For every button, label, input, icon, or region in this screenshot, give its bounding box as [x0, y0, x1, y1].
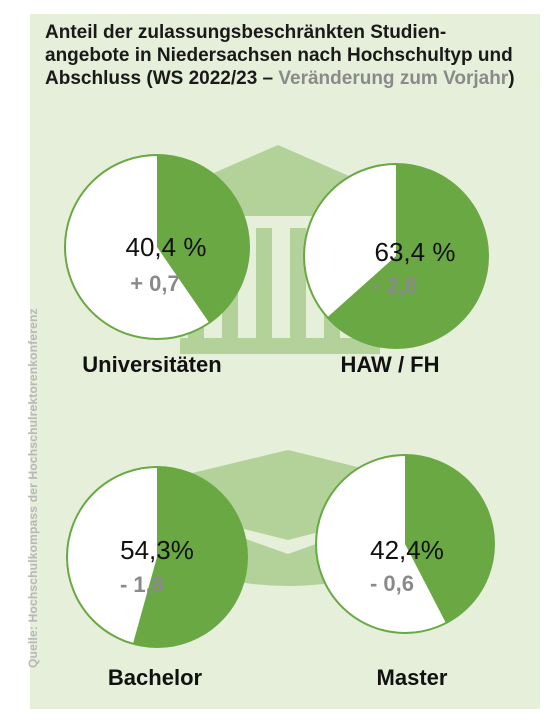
value-label: 42,4% [370, 535, 444, 565]
change-label: - 2,8 [373, 273, 417, 298]
source-note: Quelle: Hochschulkompass der Hochschulre… [26, 308, 40, 668]
pie-slice [157, 155, 249, 323]
pie-chart: 63,4 % - 2,8 HAW / FH [303, 163, 489, 377]
change-label: + 0,7 [130, 271, 180, 296]
value-label: 40,4 % [126, 232, 207, 262]
pie-slice [327, 164, 488, 348]
category-label: HAW / FH [341, 352, 440, 377]
pie-chart: 40,4 % + 0,7 Universitäten [64, 154, 250, 377]
title-accent: Veränderung zum Vorjahr [278, 67, 509, 89]
title-close: ) [508, 67, 515, 89]
category-label: Master [377, 665, 448, 690]
pie-slice [405, 455, 494, 624]
value-label: 63,4 % [375, 237, 456, 267]
category-label: Universitäten [82, 352, 221, 377]
pie-chart: 54,3% - 1,8 Bachelor [66, 466, 248, 690]
category-label: Bachelor [108, 665, 203, 690]
pie-slice [132, 467, 247, 647]
pie-chart: 42,4% - 0,6 Master [315, 454, 495, 690]
chart-title: Anteil der zulassungsbeschränkten Studie… [45, 22, 515, 90]
change-label: - 0,6 [370, 571, 414, 596]
value-label: 54,3% [120, 535, 194, 565]
change-label: - 1,8 [120, 572, 164, 597]
title-main: Anteil der zulassungsbeschränkten Studie… [45, 22, 513, 89]
